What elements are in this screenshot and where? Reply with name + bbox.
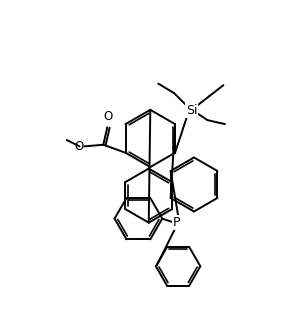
- Text: O: O: [103, 110, 113, 123]
- Text: Si: Si: [186, 104, 197, 117]
- Text: P: P: [173, 216, 180, 229]
- Text: O: O: [74, 140, 83, 153]
